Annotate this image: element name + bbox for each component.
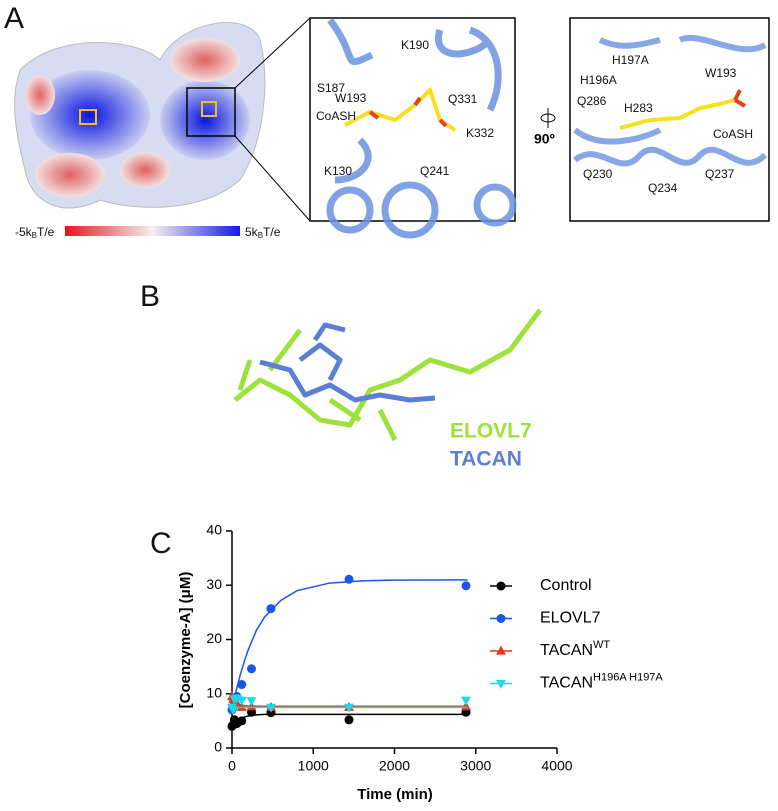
residue-label: H196A bbox=[580, 73, 617, 87]
y-tick-label: 20 bbox=[206, 630, 222, 646]
legend-label: TACANH196A H197A bbox=[540, 671, 663, 691]
residue-label: K130 bbox=[324, 164, 352, 178]
point bbox=[461, 581, 471, 591]
x-tick-label: 0 bbox=[228, 758, 236, 774]
residue-label: Q237 bbox=[705, 167, 735, 181]
point bbox=[344, 715, 354, 725]
legend-marker bbox=[496, 581, 506, 591]
legend-name: Control bbox=[540, 577, 592, 594]
point bbox=[247, 664, 256, 674]
legend-name: ELOVL7 bbox=[540, 610, 601, 627]
panel-label: A bbox=[4, 2, 24, 35]
legend-label: ELOVL7 bbox=[540, 610, 601, 627]
residue-label: S187 bbox=[317, 81, 345, 95]
text: T/e bbox=[263, 225, 281, 239]
legend-name: TACAN bbox=[540, 642, 593, 659]
residue-label: H283 bbox=[624, 101, 653, 115]
point bbox=[236, 701, 247, 711]
text: 5k bbox=[245, 225, 259, 239]
point bbox=[344, 703, 354, 713]
ligand-overlay bbox=[233, 308, 542, 442]
residue-label: Q230 bbox=[583, 167, 613, 181]
point bbox=[237, 716, 247, 726]
colorbar bbox=[65, 226, 240, 236]
point bbox=[237, 680, 247, 690]
y-tick-label: 10 bbox=[206, 684, 222, 700]
x-tick-label: 3000 bbox=[460, 758, 491, 774]
panel-label: C bbox=[150, 527, 172, 560]
legend-label: ELOVL7 bbox=[450, 420, 532, 443]
y-tick-label: 40 bbox=[206, 522, 222, 538]
residue-label: Q234 bbox=[648, 181, 678, 195]
fit-curve bbox=[231, 579, 468, 711]
x-tick-label: 1000 bbox=[298, 758, 329, 774]
residue-label: W193 bbox=[335, 91, 367, 105]
text: T/e bbox=[37, 225, 55, 239]
residue-label: W193 bbox=[705, 66, 737, 80]
point bbox=[344, 574, 354, 584]
point bbox=[266, 604, 276, 614]
legend-marker bbox=[496, 679, 506, 689]
rotation-label: 90º bbox=[534, 131, 555, 147]
y-tick-label: 30 bbox=[206, 576, 222, 592]
x-tick-label: 2000 bbox=[379, 758, 410, 774]
residue-label: CoASH bbox=[713, 127, 753, 141]
legend-marker bbox=[496, 614, 506, 623]
x-tick-label: 4000 bbox=[541, 758, 572, 774]
text: B bbox=[258, 231, 263, 240]
colorbar-min: -5kBT/e bbox=[15, 225, 55, 240]
x-axis-title: Time (min) bbox=[357, 786, 433, 803]
residue-label: CoASH bbox=[316, 109, 356, 123]
panel-label: B bbox=[140, 280, 160, 313]
legend-marker bbox=[496, 645, 506, 655]
point bbox=[461, 701, 471, 711]
point bbox=[266, 703, 276, 713]
residue-label: Q241 bbox=[420, 164, 450, 178]
legend-name: TACAN bbox=[540, 675, 593, 692]
point bbox=[246, 697, 257, 707]
text: -5k bbox=[15, 225, 33, 239]
inset-2 bbox=[569, 17, 770, 222]
residue-label: H197A bbox=[612, 53, 649, 67]
y-tick-label: 0 bbox=[214, 739, 222, 755]
residue-label: Q286 bbox=[577, 94, 607, 108]
residue-label: K190 bbox=[401, 38, 429, 52]
residue-label: Q331 bbox=[448, 92, 478, 106]
inset-1 bbox=[309, 17, 517, 239]
point bbox=[236, 696, 247, 706]
text: B bbox=[32, 231, 37, 240]
residue-label: K332 bbox=[466, 126, 494, 140]
point bbox=[228, 706, 239, 716]
y-axis-title: [Coenzyme-A] (μM) bbox=[177, 572, 194, 709]
legend-label: Control bbox=[540, 577, 592, 594]
point bbox=[461, 696, 471, 706]
surface bbox=[14, 17, 311, 222]
colorbar-max: 5kBT/e bbox=[245, 225, 281, 240]
legend-label: TACANWT bbox=[540, 639, 610, 659]
legend-sup: WT bbox=[593, 639, 610, 651]
legend-sup: H196A H197A bbox=[593, 671, 663, 683]
rotation-icon bbox=[540, 108, 556, 128]
legend-label: TACAN bbox=[450, 448, 522, 471]
